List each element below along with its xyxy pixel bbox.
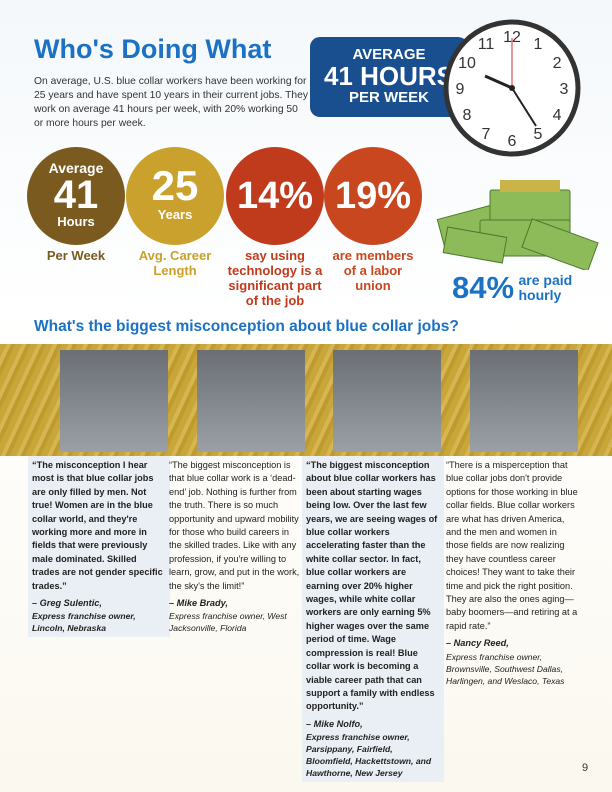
paid-stat: 84% are paid hourly [452, 270, 589, 306]
photo [60, 350, 168, 452]
quote: “The misconception I hear most is that b… [28, 456, 170, 638]
hour-hand [484, 74, 513, 90]
stat-caption: Avg. Career Length [138, 248, 212, 278]
quote: “The biggest misconception about blue co… [302, 456, 444, 783]
title: Who's Doing What [34, 34, 272, 64]
quote-text: “The misconception I hear most is that b… [32, 460, 163, 591]
badge-line: 41 HOURS [323, 61, 455, 91]
stat-circle: 14% [226, 147, 324, 245]
quote-role: Express franchise owner, Lincoln, Nebras… [32, 611, 136, 634]
paid-big: 84% [452, 270, 515, 305]
quote-text: “There is a misperception that blue coll… [446, 460, 578, 631]
quote-name: – Greg Sulentic, [32, 598, 102, 609]
badge-line: PER WEEK [348, 89, 429, 106]
quote: “There is a misperception that blue coll… [442, 456, 584, 690]
quote: “The biggest misconception is that blue … [165, 456, 305, 637]
quote-role: Express franchise owner, West Jacksonvil… [169, 611, 287, 634]
quote-name: – Nancy Reed, [446, 638, 509, 649]
minute-hand [511, 87, 537, 127]
quote-name: – Mike Nolfo, [306, 718, 363, 729]
stat-top: Average [48, 160, 104, 176]
stat-caption: are members of a labor union [332, 248, 414, 293]
clock-number: 8 [463, 107, 472, 124]
page-number: 9 [582, 762, 589, 774]
quote-role: Express franchise owner, Parsippany, Fai… [306, 732, 432, 779]
quote-name: – Mike Brady, [169, 598, 228, 609]
clock-center [509, 85, 515, 91]
stat-bottom: Hours [57, 214, 95, 229]
stat-caption: Per Week [46, 248, 106, 263]
stat-big: 41 [53, 173, 99, 217]
badge-line: AVERAGE [352, 46, 426, 63]
stat-bottom: Years [157, 207, 193, 222]
clock-number: 2 [553, 55, 562, 72]
clock-number: 12 [503, 29, 521, 46]
stat-big: 25 [151, 162, 199, 209]
stat-big: 19% [334, 175, 412, 217]
clock-number: 11 [478, 36, 495, 53]
quote-role: Express franchise owner, Brownsville, So… [446, 651, 565, 686]
stat-big: 14% [236, 175, 314, 217]
quote-text: “The biggest misconception about blue co… [306, 460, 438, 712]
badge: AVERAGE 41 HOURS PER WEEK [310, 37, 468, 117]
stat-circle: 19% [324, 147, 422, 245]
section-title: What's the biggest misconception about b… [34, 318, 459, 335]
clock-number: 10 [458, 55, 476, 72]
stat-caption: say using technology is a significant pa… [227, 248, 323, 308]
clock-number: 3 [560, 81, 569, 98]
clock-number: 5 [534, 126, 543, 143]
money-illustration [436, 180, 599, 270]
clock-number: 4 [553, 107, 562, 124]
paid-text: are paid hourly [518, 272, 573, 303]
photo [197, 350, 305, 452]
quote-text: “The biggest misconception is that blue … [169, 460, 300, 591]
clock-number: 7 [482, 126, 491, 143]
clock-number: 1 [534, 36, 543, 53]
clock-number: 6 [508, 133, 517, 150]
intro: On average, U.S. blue collar workers hav… [34, 76, 308, 129]
stat-circle: 25 Years [126, 147, 224, 245]
stat-circle: Average 41 Hours [27, 147, 125, 245]
photo [470, 350, 578, 452]
clock-number: 9 [456, 81, 465, 98]
photo [333, 350, 441, 452]
